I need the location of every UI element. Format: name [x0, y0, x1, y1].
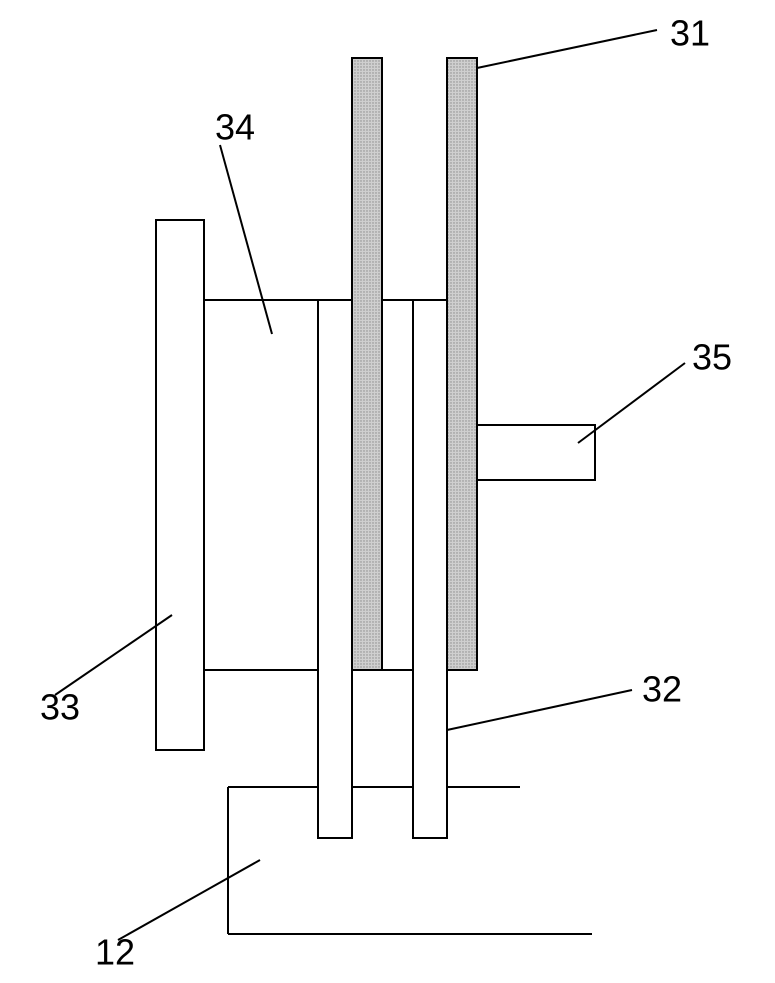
block-33: [156, 220, 204, 750]
bar-31-right: [447, 58, 477, 670]
label-35: 35: [692, 337, 732, 378]
label-12: 12: [95, 932, 135, 973]
leader-l31: [477, 30, 657, 68]
label-31: 31: [670, 13, 710, 54]
post-32-left: [318, 300, 352, 838]
label-32: 32: [642, 669, 682, 710]
post-32-right: [413, 300, 447, 838]
block-35: [477, 425, 595, 480]
leader-l12: [118, 860, 260, 940]
label-33: 33: [40, 687, 80, 728]
leader-l35: [578, 363, 685, 443]
label-34: 34: [215, 107, 255, 148]
leader-l34: [220, 145, 272, 334]
bar-31-left: [352, 58, 382, 670]
leader-l33: [55, 615, 172, 695]
leader-l32: [447, 690, 632, 730]
